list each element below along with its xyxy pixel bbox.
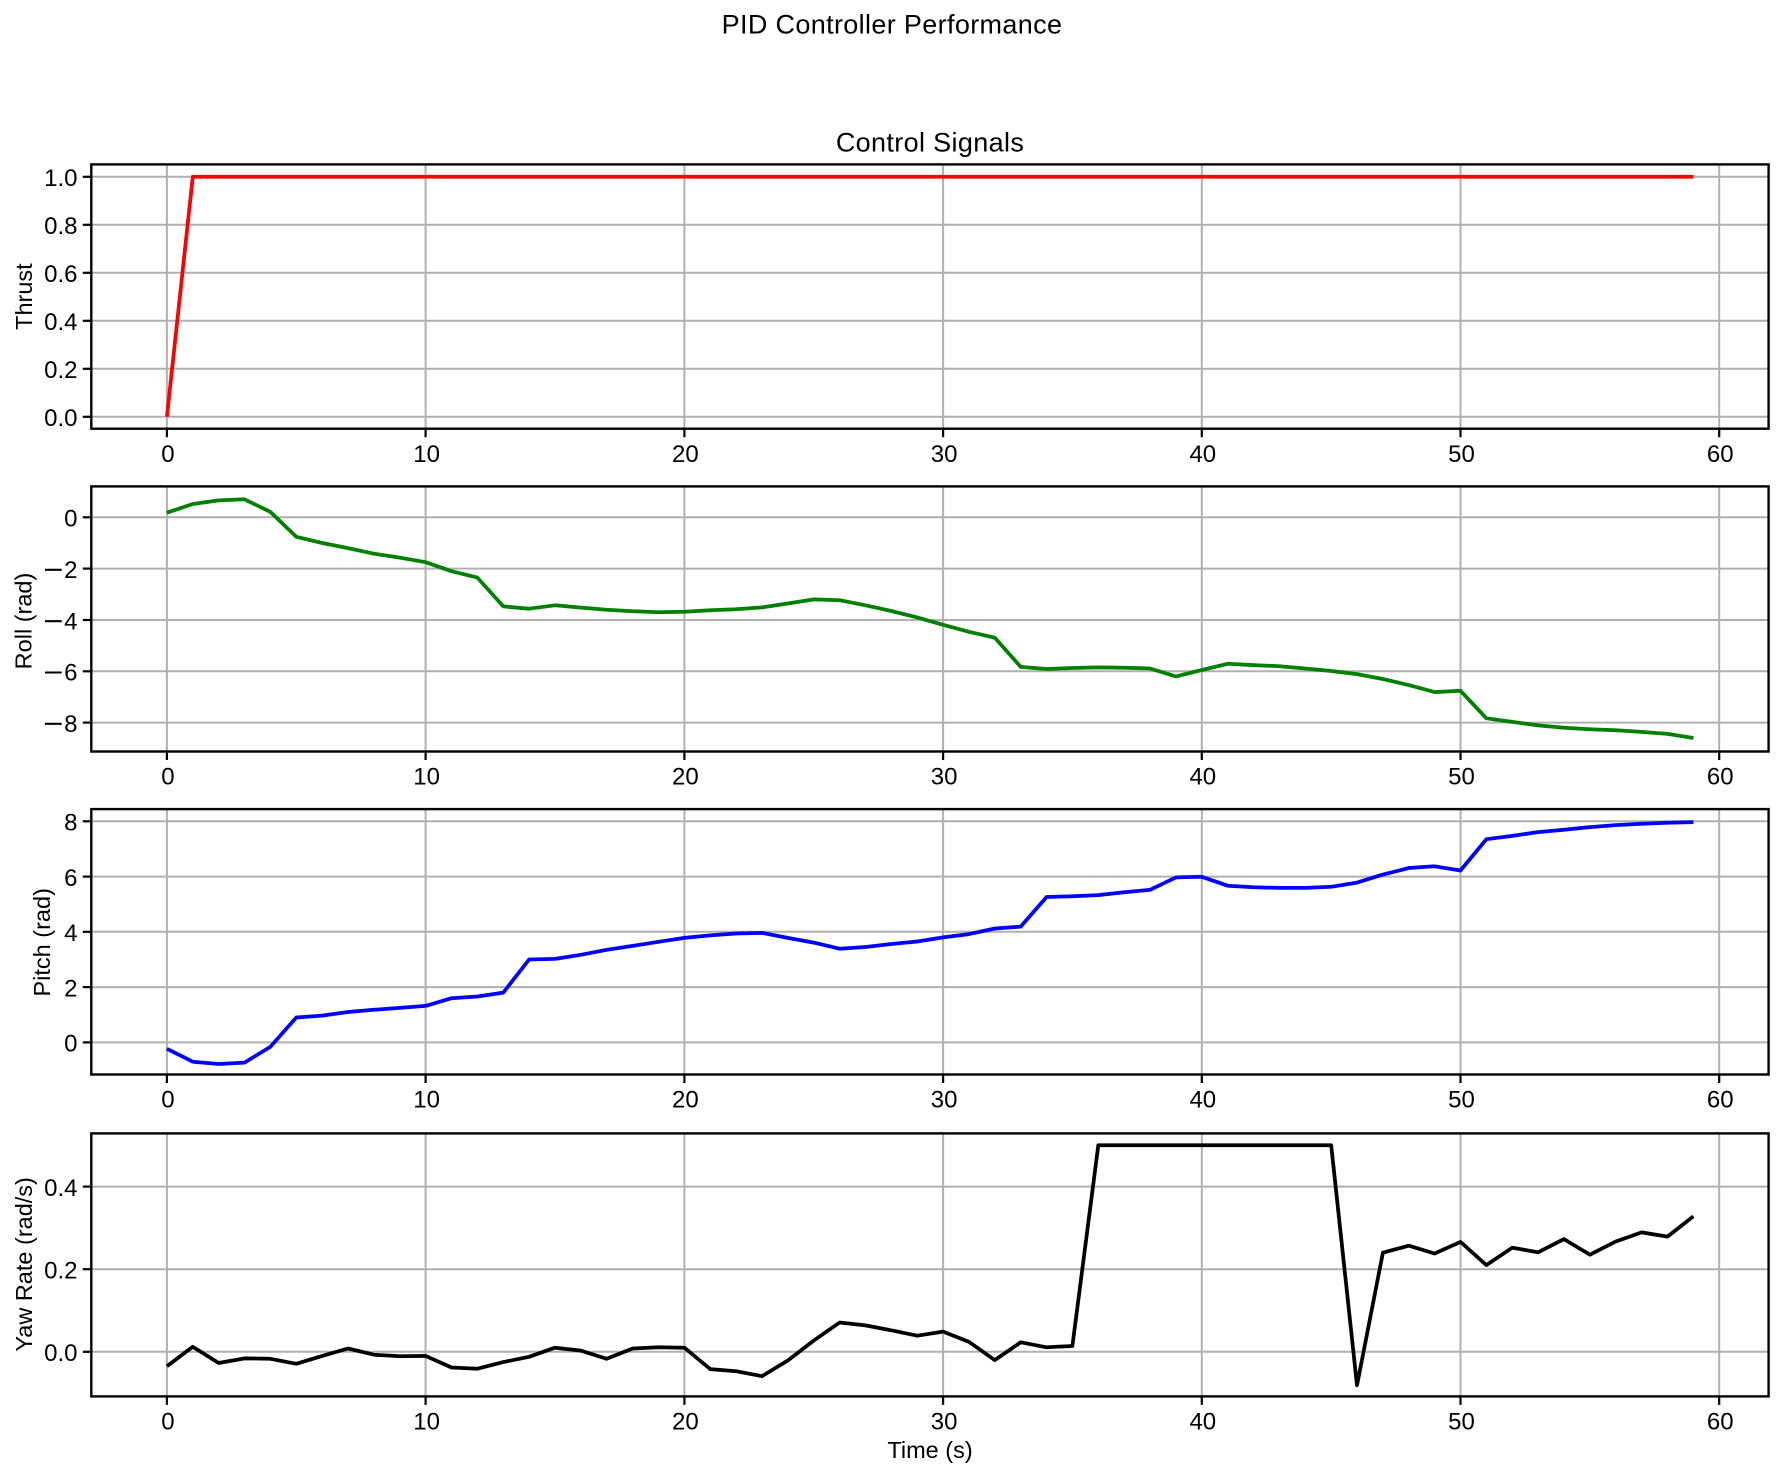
svg-text:40: 40 [1189,441,1216,468]
svg-text:0.2: 0.2 [44,1258,77,1285]
svg-text:0.2: 0.2 [44,357,77,384]
svg-text:Yaw Rate (rad/s): Yaw Rate (rad/s) [11,1177,37,1352]
svg-text:30: 30 [931,1087,958,1114]
svg-text:10: 10 [413,764,440,791]
svg-text:60: 60 [1707,1087,1734,1114]
svg-text:Control Signals: Control Signals [836,127,1024,157]
svg-text:30: 30 [931,764,958,791]
svg-text:20: 20 [672,764,699,791]
svg-text:60: 60 [1707,1409,1734,1436]
svg-text:4: 4 [64,920,77,947]
svg-text:8: 8 [64,711,77,738]
svg-text:20: 20 [672,1087,699,1114]
svg-text:40: 40 [1189,764,1216,791]
svg-text:50: 50 [1448,1087,1475,1114]
svg-text:6: 6 [64,660,77,687]
svg-text:6: 6 [64,865,77,892]
svg-text:0: 0 [161,441,174,468]
svg-text:0: 0 [161,1409,174,1436]
svg-text:Roll (rad): Roll (rad) [11,573,37,670]
svg-text:0.8: 0.8 [44,213,77,240]
svg-text:30: 30 [931,1409,958,1436]
svg-text:10: 10 [413,1409,440,1436]
svg-text:0.0: 0.0 [44,405,77,432]
svg-text:60: 60 [1707,764,1734,791]
svg-text:8: 8 [64,810,77,837]
svg-text:0: 0 [64,506,77,533]
svg-text:2: 2 [64,975,77,1002]
svg-text:0.4: 0.4 [44,1175,77,1202]
svg-text:20: 20 [672,441,699,468]
svg-text:0.0: 0.0 [44,1340,77,1367]
svg-text:10: 10 [413,1087,440,1114]
svg-text:Time (s): Time (s) [887,1437,972,1463]
svg-text:50: 50 [1448,441,1475,468]
svg-text:4: 4 [64,608,77,635]
svg-text:Thrust: Thrust [11,263,37,330]
svg-text:40: 40 [1189,1409,1216,1436]
svg-text:2: 2 [64,557,77,584]
svg-text:60: 60 [1707,441,1734,468]
svg-text:10: 10 [413,441,440,468]
svg-text:PID Controller Performance: PID Controller Performance [722,10,1063,40]
svg-text:50: 50 [1448,764,1475,791]
svg-text:0.4: 0.4 [44,309,77,336]
svg-text:0: 0 [161,764,174,791]
svg-text:30: 30 [931,441,958,468]
svg-text:0.6: 0.6 [44,261,77,288]
svg-text:Pitch (rad): Pitch (rad) [29,888,55,996]
svg-text:0: 0 [161,1087,174,1114]
svg-text:20: 20 [672,1409,699,1436]
svg-text:50: 50 [1448,1409,1475,1436]
svg-text:1.0: 1.0 [44,165,77,192]
svg-text:0: 0 [64,1031,77,1058]
svg-text:40: 40 [1189,1087,1216,1114]
